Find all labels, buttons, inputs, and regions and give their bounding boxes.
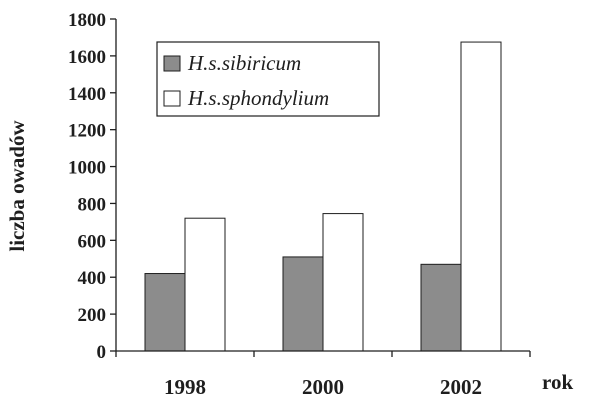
y-tick-label: 400 <box>78 268 107 289</box>
legend-frame <box>156 41 380 117</box>
legend-label-sphondylium: H.s.sphondylium <box>187 86 329 110</box>
x-ticks: 1998 2000 2002 <box>115 351 531 399</box>
bars-group <box>144 41 502 352</box>
bar-sibiricum <box>144 273 186 352</box>
axes-group <box>115 19 530 352</box>
y-tick-label: 1200 <box>68 121 106 142</box>
y-ticks: 0 200 400 600 800 1000 1200 1400 1600 1800 <box>68 10 116 363</box>
legend-swatch-sibiricum <box>163 55 181 72</box>
y-tick-label: 1600 <box>68 47 106 68</box>
y-tick-label: 1800 <box>68 10 106 31</box>
bar-sibiricum <box>282 256 324 352</box>
y-tick-label: 0 <box>97 342 107 363</box>
legend-swatch-sphondylium <box>163 90 181 107</box>
x-axis-title: rok <box>542 370 573 394</box>
y-tick-label: 1000 <box>68 158 106 179</box>
bar-sphondylium <box>184 217 226 352</box>
y-tick-label: 600 <box>78 231 107 252</box>
x-category-label: 1998 <box>164 375 206 399</box>
legend-label-sibiricum: H.s.sibiricum <box>187 51 301 75</box>
x-category-label: 2002 <box>440 375 482 399</box>
y-tick-label: 800 <box>78 194 107 215</box>
bar-sphondylium <box>322 213 364 352</box>
bar-sibiricum <box>420 263 462 352</box>
legend: H.s.sibiricum H.s.sphondylium <box>156 41 380 117</box>
y-tick-label: 1400 <box>68 84 106 105</box>
y-axis-title: liczba owadów <box>5 120 29 252</box>
bar-sphondylium <box>460 41 502 352</box>
x-category-label: 2000 <box>302 375 344 399</box>
y-tick-label: 200 <box>78 305 107 326</box>
